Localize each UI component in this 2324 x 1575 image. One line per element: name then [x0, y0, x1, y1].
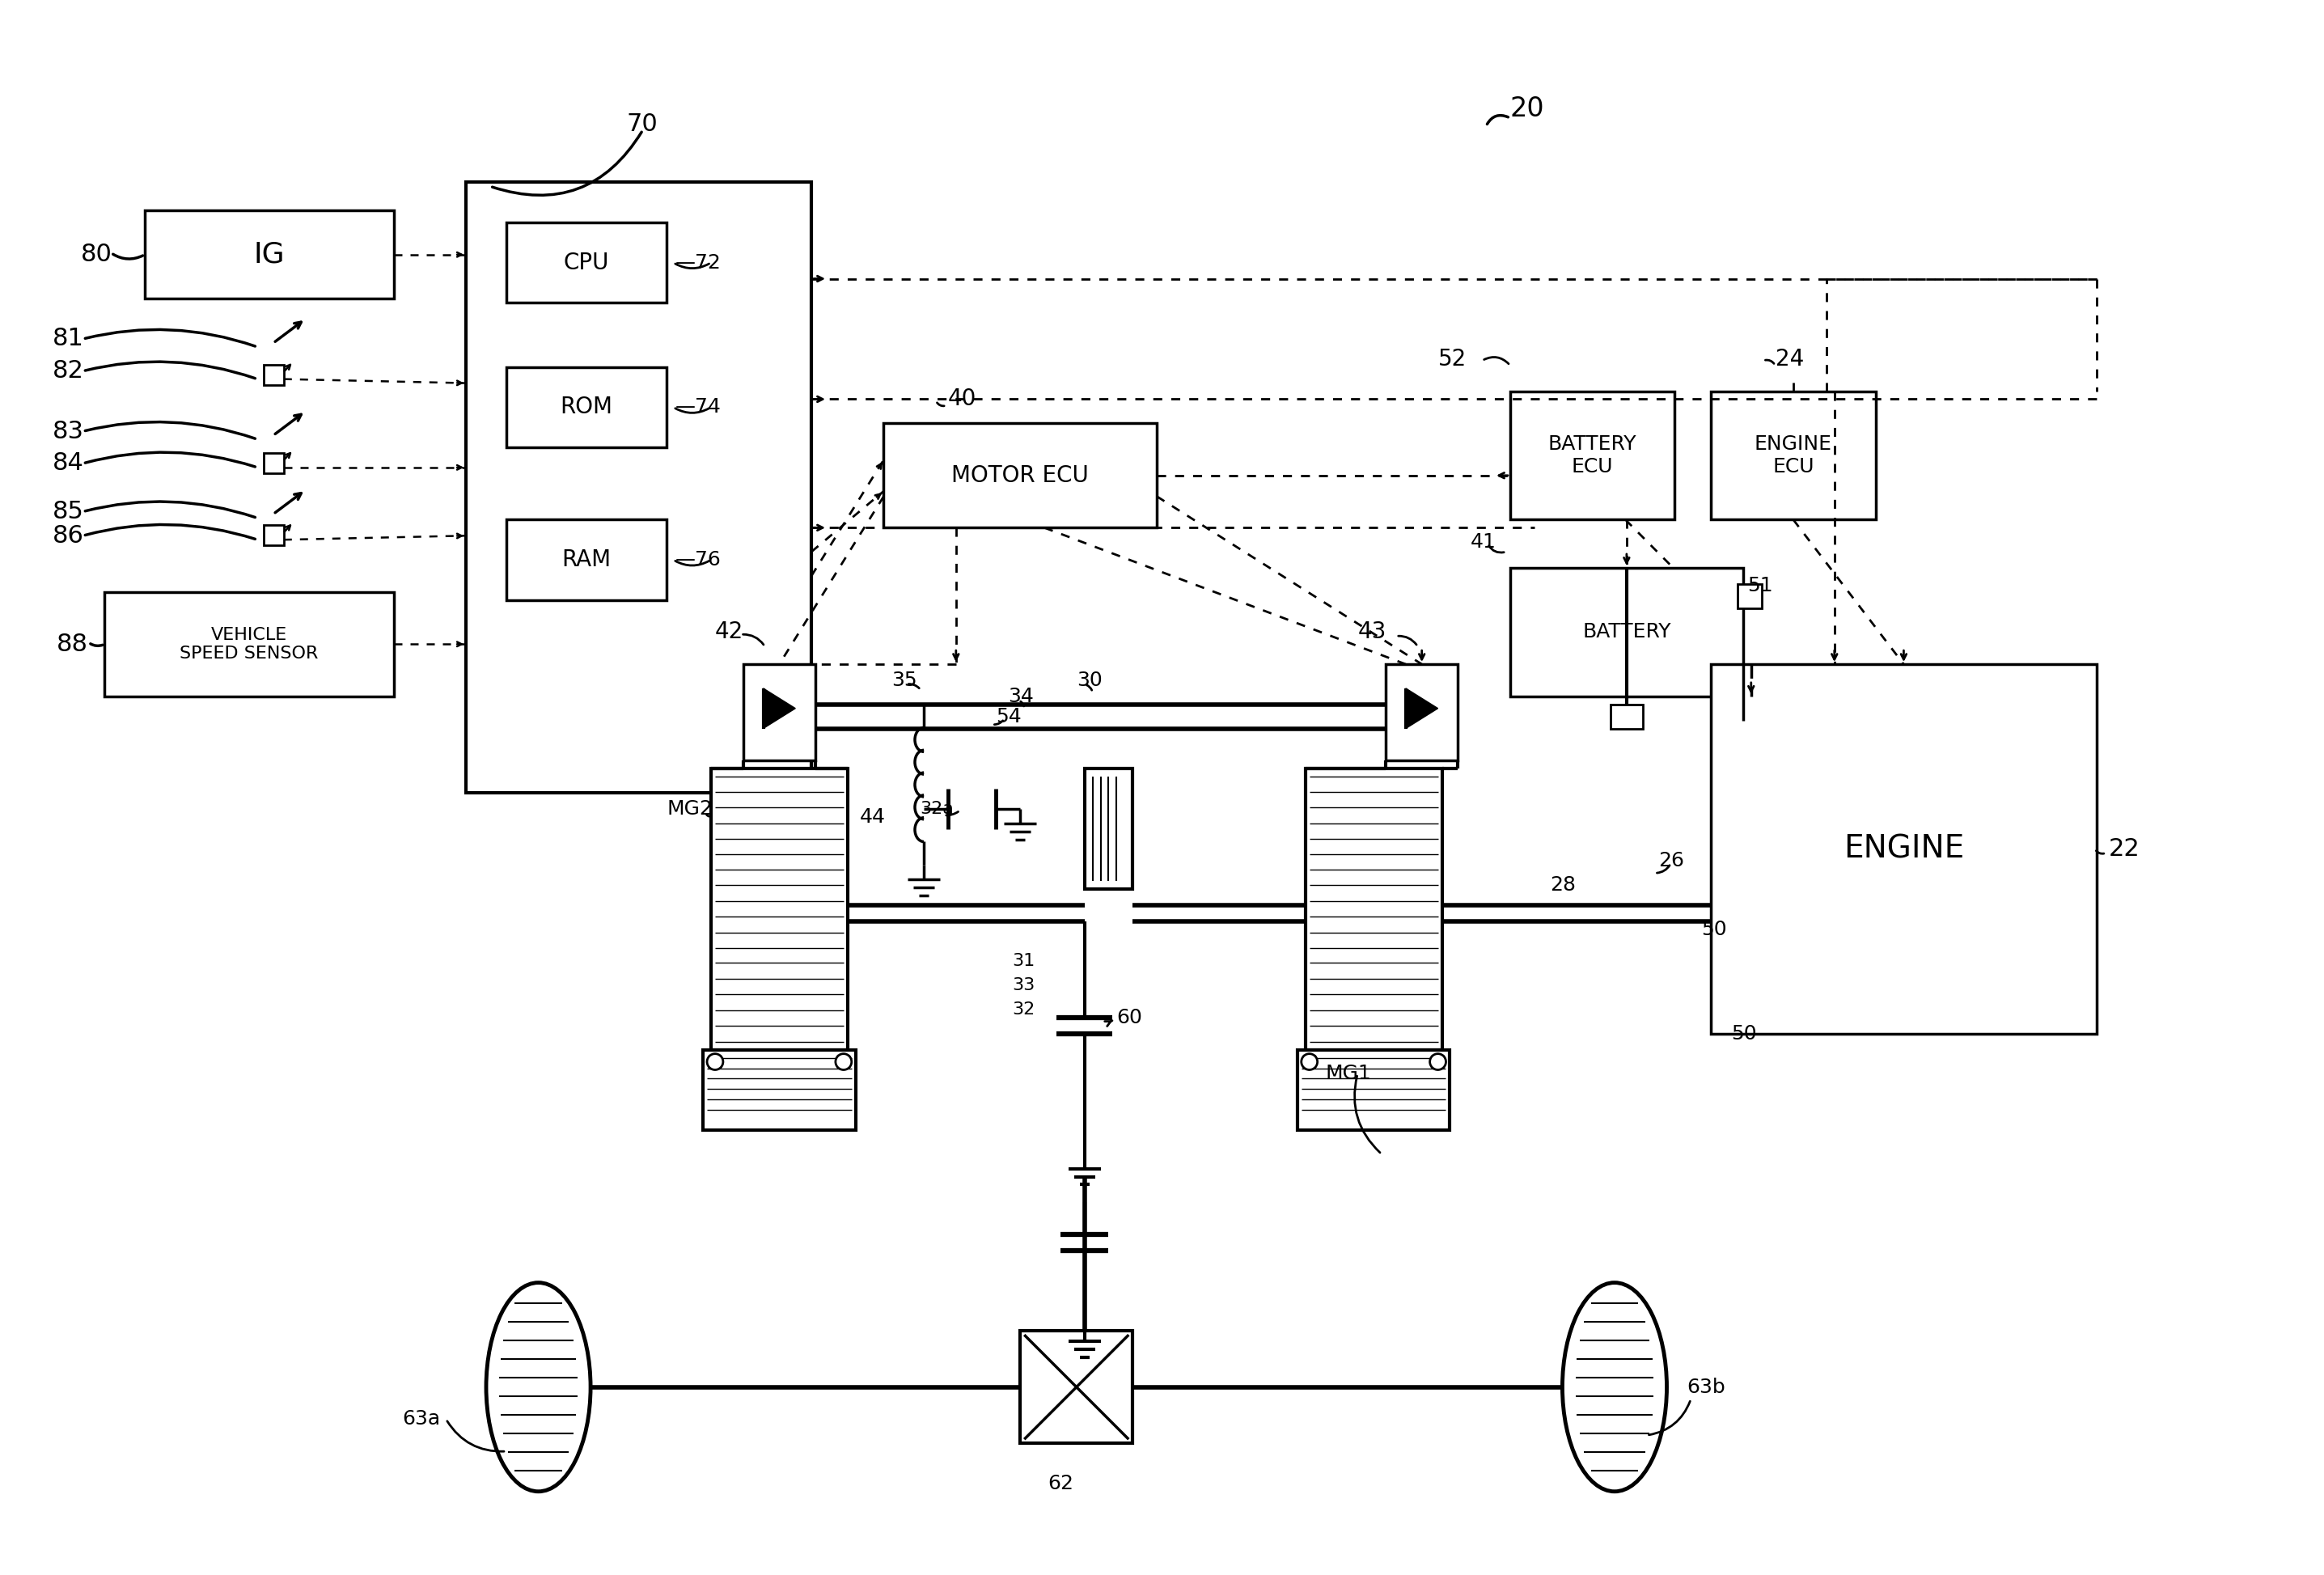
- Bar: [507, 520, 667, 600]
- Text: 30: 30: [1076, 671, 1102, 690]
- Polygon shape: [762, 688, 795, 729]
- Text: 82: 82: [53, 359, 84, 383]
- Bar: [883, 424, 1157, 528]
- Bar: [467, 183, 811, 792]
- Text: 33: 33: [1013, 978, 1034, 994]
- Bar: [1020, 1331, 1132, 1443]
- Text: 43: 43: [1357, 621, 1385, 644]
- Circle shape: [1429, 1054, 1446, 1069]
- Text: 26: 26: [1659, 851, 1685, 871]
- Text: 32a: 32a: [920, 800, 953, 817]
- Text: 32: 32: [1013, 1002, 1034, 1017]
- Bar: [1511, 569, 1743, 696]
- Text: BATTERY: BATTERY: [1583, 622, 1671, 641]
- Text: —74: —74: [674, 397, 720, 417]
- Text: RAM: RAM: [562, 548, 611, 572]
- Bar: [1085, 769, 1132, 890]
- Text: 31: 31: [1013, 953, 1034, 970]
- Text: 44: 44: [860, 806, 885, 827]
- Text: VEHICLE
SPEED SENSOR: VEHICLE SPEED SENSOR: [179, 627, 318, 662]
- Text: 84: 84: [53, 452, 84, 476]
- Text: 62: 62: [1048, 1474, 1074, 1493]
- Circle shape: [837, 1054, 851, 1069]
- Ellipse shape: [486, 1282, 590, 1492]
- Text: 20: 20: [1511, 94, 1545, 121]
- Text: —72: —72: [674, 254, 720, 272]
- Text: 50: 50: [1701, 920, 1727, 939]
- Bar: [1297, 1049, 1450, 1129]
- Text: MOTOR ECU: MOTOR ECU: [951, 465, 1090, 487]
- Text: 35: 35: [892, 671, 918, 690]
- Text: 34: 34: [1009, 687, 1034, 706]
- Text: ENGINE
ECU: ENGINE ECU: [1755, 435, 1831, 476]
- Text: 40: 40: [948, 387, 976, 411]
- Text: 86: 86: [53, 524, 84, 548]
- Text: 88: 88: [56, 633, 88, 655]
- Bar: [105, 592, 393, 696]
- Ellipse shape: [1562, 1282, 1666, 1492]
- Text: 42: 42: [716, 621, 744, 644]
- Text: 85: 85: [53, 499, 84, 523]
- Text: 83: 83: [53, 419, 84, 443]
- Circle shape: [1301, 1054, 1318, 1069]
- Text: IG: IG: [253, 241, 286, 268]
- Bar: [744, 665, 816, 761]
- Bar: [702, 1049, 855, 1129]
- Bar: [1385, 665, 1457, 761]
- Bar: [507, 222, 667, 302]
- Bar: [507, 367, 667, 447]
- Text: 41: 41: [1471, 532, 1497, 551]
- Text: 24: 24: [1776, 348, 1803, 370]
- Text: MG2: MG2: [667, 799, 713, 819]
- Bar: [144, 211, 393, 299]
- Bar: [1710, 665, 2096, 1033]
- Bar: [711, 769, 848, 1049]
- Bar: [1738, 584, 1762, 608]
- Text: 63b: 63b: [1687, 1378, 1724, 1397]
- Text: BATTERY
ECU: BATTERY ECU: [1548, 435, 1636, 476]
- Bar: [1710, 391, 1875, 520]
- Bar: [263, 526, 284, 545]
- Text: 60: 60: [1116, 1008, 1143, 1027]
- Text: 28: 28: [1550, 876, 1576, 895]
- Text: CPU: CPU: [565, 252, 609, 274]
- Text: 22: 22: [2108, 838, 2140, 860]
- Text: 63a: 63a: [402, 1410, 439, 1429]
- Bar: [263, 454, 284, 473]
- Polygon shape: [1406, 688, 1439, 729]
- Text: 54: 54: [997, 707, 1023, 726]
- Text: 81: 81: [53, 328, 84, 351]
- Text: 50: 50: [1731, 1024, 1757, 1043]
- Bar: [1306, 769, 1441, 1049]
- Text: ENGINE: ENGINE: [1843, 833, 1964, 865]
- Text: ROM: ROM: [560, 395, 614, 419]
- Text: 51: 51: [1748, 576, 1773, 595]
- Bar: [1511, 391, 1676, 520]
- Text: 70: 70: [627, 113, 658, 135]
- Bar: [1611, 704, 1643, 729]
- Text: 52: 52: [1439, 348, 1466, 370]
- Text: —76: —76: [674, 550, 720, 570]
- Circle shape: [706, 1054, 723, 1069]
- Text: 80: 80: [81, 243, 112, 266]
- Text: MG1: MG1: [1325, 1065, 1371, 1084]
- Bar: [263, 365, 284, 384]
